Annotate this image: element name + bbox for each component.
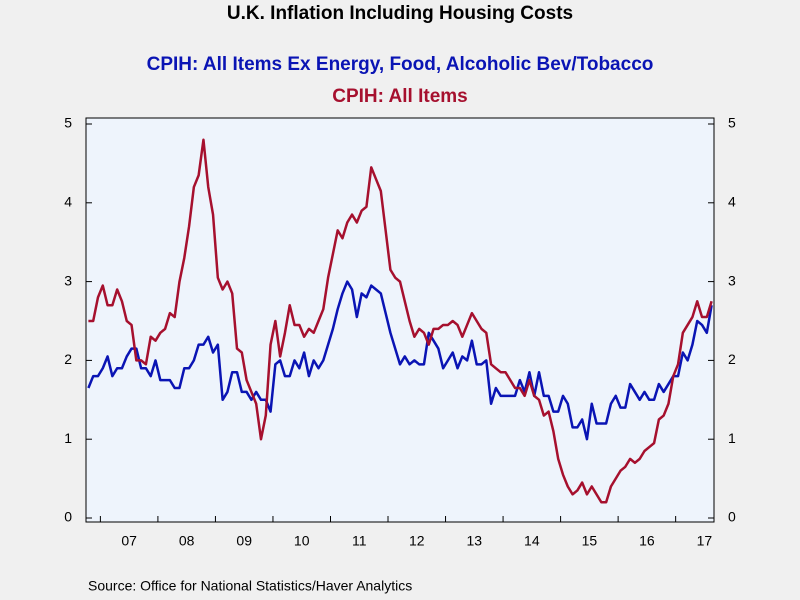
y-tick-label: 0 bbox=[64, 509, 72, 525]
y-tick-label: 3 bbox=[64, 272, 72, 288]
y-tick-label: 2 bbox=[64, 351, 72, 367]
y-tick-label: 5 bbox=[64, 115, 72, 131]
y2-tick-label: 0 bbox=[728, 509, 736, 525]
y-tick-label: 4 bbox=[64, 194, 72, 210]
y2-tick-label: 3 bbox=[728, 272, 736, 288]
x-tick-label: 15 bbox=[582, 533, 598, 549]
x-tick-label: 09 bbox=[236, 533, 252, 549]
x-tick-label: 07 bbox=[121, 533, 137, 549]
legend-entry: CPIH: All Items bbox=[332, 86, 468, 107]
x-tick-label: 08 bbox=[179, 533, 195, 549]
plot-area bbox=[85, 117, 715, 523]
x-tick-label: 10 bbox=[294, 533, 310, 549]
chart-title: U.K. Inflation Including Housing Costs bbox=[227, 3, 573, 24]
y-tick-label: 1 bbox=[64, 430, 72, 446]
y2-tick-label: 2 bbox=[728, 351, 736, 367]
y2-tick-label: 1 bbox=[728, 430, 736, 446]
x-tick-label: 17 bbox=[697, 533, 713, 549]
x-tick-label: 14 bbox=[524, 533, 540, 549]
y2-tick-label: 5 bbox=[728, 115, 736, 131]
x-tick-label: 13 bbox=[467, 533, 483, 549]
series-line bbox=[88, 138, 713, 504]
series-line bbox=[87, 280, 713, 441]
x-tick-label: 12 bbox=[409, 533, 425, 549]
x-tick-label: 11 bbox=[352, 533, 367, 549]
legend-entry: CPIH: All Items Ex Energy, Food, Alcohol… bbox=[147, 54, 654, 75]
source-note: Source: Office for National Statistics/H… bbox=[88, 578, 412, 594]
x-tick-label: 16 bbox=[639, 533, 655, 549]
y2-tick-label: 4 bbox=[728, 194, 736, 210]
